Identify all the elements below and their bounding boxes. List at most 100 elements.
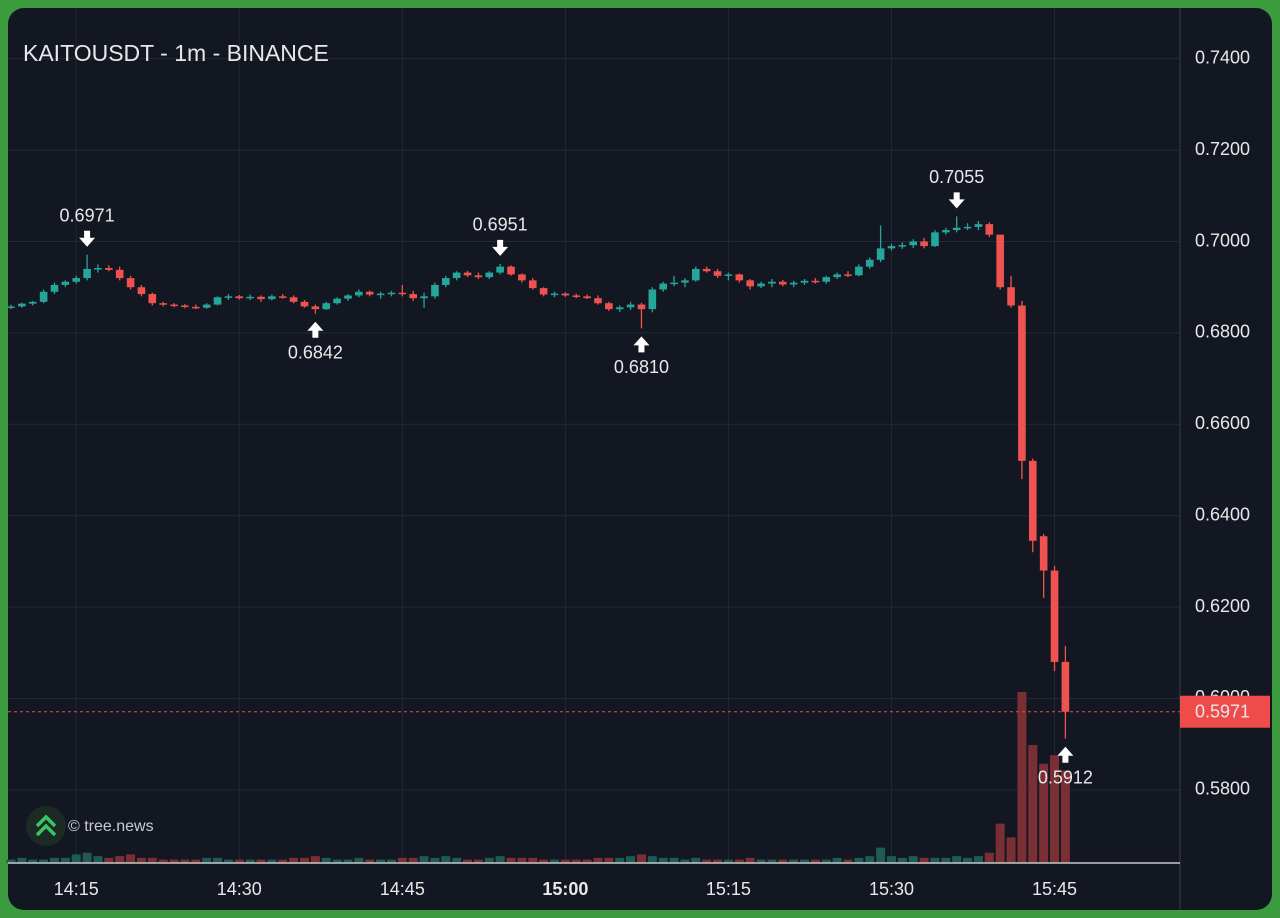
candle-body [648,289,657,310]
candle-body [398,292,407,295]
candle-body [496,266,504,273]
candle-body [778,281,787,285]
volume-bar [745,857,755,863]
volume-bar [93,856,103,863]
candle-body [191,306,200,309]
candle-body [115,269,124,279]
volume-bar [60,857,70,863]
candle-body [94,268,102,270]
x-tick-label: 15:15 [706,879,751,899]
candle-body [431,284,439,297]
y-tick-label: 0.7200 [1195,139,1250,159]
volume-bar [973,856,983,863]
candle-body [713,271,722,276]
volume-bar [778,859,788,863]
volume-bar [615,857,625,863]
candle-body [72,278,81,282]
volume-bar [1060,770,1070,863]
volume-bar [49,857,59,863]
candle-body [735,274,744,281]
candle-body [311,306,320,310]
volume-bar [865,856,875,863]
y-tick-label: 0.7000 [1195,230,1250,250]
candle-body [844,274,852,276]
arrow-up [307,321,324,338]
candle-body [800,280,809,283]
candle-body [507,266,515,275]
candle-body [28,301,37,304]
candle-body [83,268,91,279]
volume-bar [571,859,581,863]
x-tick-label: 15:45 [1032,879,1077,899]
volume-bar [669,857,679,863]
watermark: © tree.news [68,818,154,835]
x-tick-label: 15:00 [542,879,588,899]
annotation-label: 0.6971 [60,206,115,226]
candle-body [181,305,189,307]
candle-body [61,281,70,285]
candle-body [952,227,961,231]
candle-body [637,304,646,310]
volume-bar [734,859,744,863]
volume-bar [854,857,864,863]
candle-body [746,280,754,287]
candle-body [822,277,831,282]
last-price-badge [1180,695,1270,728]
volume-bar [756,859,766,863]
candle-body [963,226,972,229]
volume-bar [104,857,114,863]
volume-bar [289,857,299,863]
volume-bar [234,859,244,863]
candle-body [811,280,820,283]
candle-body [387,292,396,295]
candle-body [855,266,863,276]
candle-body [920,241,928,247]
candle-body [518,274,526,281]
volume-bar [310,856,320,863]
volume-bar [386,859,396,863]
volume-bar [941,857,951,863]
volume-bar [886,856,896,863]
volume-bar [115,856,125,863]
volume-bar [397,857,407,863]
candle-body [246,296,254,299]
y-tick-label: 0.7400 [1195,47,1250,67]
volume-bar [158,859,168,863]
candle-body [909,241,918,246]
candle-body [1061,661,1070,712]
candle-body [148,294,157,304]
volume-bar [952,856,962,863]
volume-bar [343,859,353,863]
candle-body [985,224,994,235]
candle-body [474,275,483,278]
candle-body [278,296,287,298]
volume-bar [821,859,831,863]
volume-bar [626,856,636,863]
annotation-label: 0.6842 [288,342,343,362]
candle-body [865,259,874,267]
candle-body [583,296,591,299]
volume-bar [560,859,570,863]
volume-bar [658,857,668,863]
volume-bar [582,859,592,863]
candle-body [213,297,222,305]
y-tick-label: 0.6200 [1195,596,1250,616]
volume-bar [506,857,516,863]
y-tick-label: 0.5800 [1195,779,1250,799]
candle-body [452,272,461,279]
volume-bar [984,852,994,863]
candle-body [409,294,417,299]
candle-body [355,291,363,296]
volume-bar [223,859,233,863]
candle-body [1039,536,1048,571]
candle-body [257,296,265,300]
volume-bar [1050,755,1060,863]
volume-bar [6,859,16,863]
volume-bar [419,856,429,863]
candle-body [768,281,776,284]
candle-body [528,280,537,289]
candle-body [137,287,146,295]
annotation-label: 0.6951 [473,215,528,235]
candle-body [702,268,711,272]
candle-body [594,298,602,304]
